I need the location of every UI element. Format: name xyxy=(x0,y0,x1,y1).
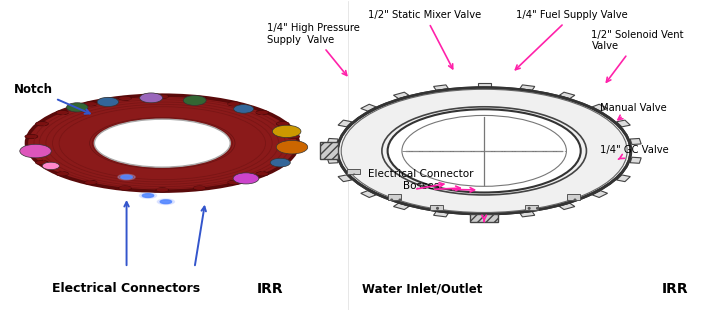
Text: Notch: Notch xyxy=(14,83,90,114)
Ellipse shape xyxy=(157,199,174,205)
Circle shape xyxy=(67,103,88,112)
FancyBboxPatch shape xyxy=(393,203,409,210)
Ellipse shape xyxy=(276,122,289,126)
FancyBboxPatch shape xyxy=(360,191,376,197)
Text: Water Inlet/Outlet: Water Inlet/Outlet xyxy=(363,282,482,295)
FancyBboxPatch shape xyxy=(520,85,535,90)
Ellipse shape xyxy=(35,160,48,165)
Ellipse shape xyxy=(139,193,157,198)
Circle shape xyxy=(233,173,259,184)
Text: IRR: IRR xyxy=(256,282,283,296)
Ellipse shape xyxy=(256,110,269,115)
Ellipse shape xyxy=(256,172,269,176)
FancyBboxPatch shape xyxy=(360,104,376,111)
Text: Electrical Connectors: Electrical Connectors xyxy=(52,282,200,295)
Ellipse shape xyxy=(25,148,38,152)
Text: Manual Valve: Manual Valve xyxy=(600,103,667,120)
FancyBboxPatch shape xyxy=(477,83,490,87)
Bar xyxy=(347,169,360,174)
Circle shape xyxy=(20,144,51,158)
FancyBboxPatch shape xyxy=(477,215,490,219)
Ellipse shape xyxy=(121,175,132,179)
Circle shape xyxy=(42,162,60,169)
FancyBboxPatch shape xyxy=(327,138,338,145)
FancyBboxPatch shape xyxy=(630,138,641,145)
Circle shape xyxy=(276,140,308,154)
Circle shape xyxy=(316,78,652,223)
Ellipse shape xyxy=(27,95,298,191)
Bar xyxy=(567,194,580,200)
Ellipse shape xyxy=(35,122,48,126)
Ellipse shape xyxy=(193,96,206,100)
FancyBboxPatch shape xyxy=(520,211,535,217)
Ellipse shape xyxy=(84,180,97,185)
Ellipse shape xyxy=(56,172,69,176)
Ellipse shape xyxy=(118,186,131,190)
Bar xyxy=(526,205,538,210)
Text: 1/4" Fuel Supply Valve: 1/4" Fuel Supply Valve xyxy=(516,10,628,70)
Ellipse shape xyxy=(56,110,69,115)
Circle shape xyxy=(233,104,253,113)
Text: 1/4" GC Valve: 1/4" GC Valve xyxy=(600,145,668,159)
Ellipse shape xyxy=(276,160,289,165)
Ellipse shape xyxy=(156,94,169,99)
Bar xyxy=(388,194,401,200)
Ellipse shape xyxy=(142,194,154,197)
Ellipse shape xyxy=(228,102,241,106)
Ellipse shape xyxy=(228,180,241,185)
Bar xyxy=(470,214,498,222)
Ellipse shape xyxy=(84,102,97,106)
Text: IRR: IRR xyxy=(662,282,689,296)
FancyBboxPatch shape xyxy=(630,157,641,163)
Circle shape xyxy=(139,93,162,103)
Ellipse shape xyxy=(25,134,38,139)
Circle shape xyxy=(337,88,631,214)
Ellipse shape xyxy=(193,186,206,190)
FancyBboxPatch shape xyxy=(559,203,575,210)
FancyBboxPatch shape xyxy=(338,120,352,127)
Circle shape xyxy=(388,109,581,193)
Text: Electrical Connector
Bosses: Electrical Connector Bosses xyxy=(368,169,474,191)
FancyBboxPatch shape xyxy=(592,104,607,111)
Ellipse shape xyxy=(156,188,169,192)
Bar xyxy=(320,142,337,159)
FancyBboxPatch shape xyxy=(592,191,607,197)
FancyBboxPatch shape xyxy=(617,120,630,127)
Text: 1/2" Solenoid Vent
Valve: 1/2" Solenoid Vent Valve xyxy=(592,30,684,82)
FancyBboxPatch shape xyxy=(434,211,449,217)
Circle shape xyxy=(97,97,118,107)
Text: 1/4" High Pressure
Supply  Valve: 1/4" High Pressure Supply Valve xyxy=(266,23,360,76)
FancyBboxPatch shape xyxy=(338,175,352,182)
Text: 1/2" Static Mixer Valve: 1/2" Static Mixer Valve xyxy=(368,10,482,69)
FancyBboxPatch shape xyxy=(617,175,630,182)
Circle shape xyxy=(183,95,206,105)
FancyBboxPatch shape xyxy=(327,157,338,163)
FancyBboxPatch shape xyxy=(559,92,575,99)
Ellipse shape xyxy=(118,174,135,180)
Ellipse shape xyxy=(118,96,131,100)
Ellipse shape xyxy=(287,148,299,152)
Circle shape xyxy=(270,158,290,167)
Bar xyxy=(430,205,443,210)
Ellipse shape xyxy=(160,200,172,204)
FancyBboxPatch shape xyxy=(393,92,409,99)
Circle shape xyxy=(272,125,301,137)
Ellipse shape xyxy=(94,119,230,167)
Ellipse shape xyxy=(287,134,299,139)
FancyBboxPatch shape xyxy=(434,85,449,90)
